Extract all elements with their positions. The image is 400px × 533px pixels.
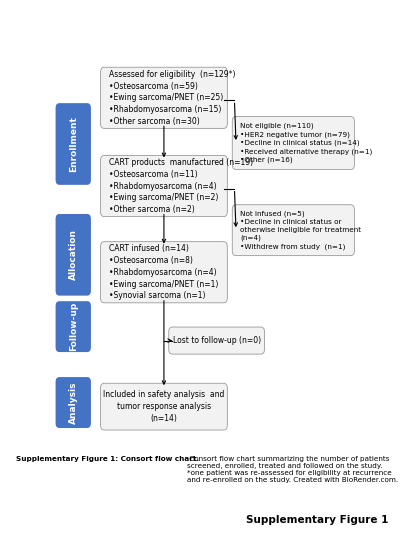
Text: Included in safety analysis  and
tumor response analysis
(n=14): Included in safety analysis and tumor re… — [103, 390, 225, 423]
FancyBboxPatch shape — [100, 383, 227, 430]
FancyBboxPatch shape — [100, 156, 227, 216]
Text: CART products  manufactured (n=19)
•Osteosarcoma (n=11)
•Rhabdomyosarcoma (n=4)
: CART products manufactured (n=19) •Osteo… — [108, 158, 253, 214]
FancyBboxPatch shape — [232, 117, 354, 169]
Text: Supplementary Figure 1: Consort flow chart.: Supplementary Figure 1: Consort flow cha… — [16, 456, 199, 462]
FancyBboxPatch shape — [56, 301, 91, 352]
Text: CART infused (n=14)
•Osteosarcoma (n=8)
•Rhabdomyosarcoma (n=4)
•Ewing sarcoma/P: CART infused (n=14) •Osteosarcoma (n=8) … — [108, 244, 218, 300]
Text: Supplementary Figure 1: Supplementary Figure 1 — [246, 515, 388, 525]
Text: Consort flow chart summarizing the number of patients screened, enrolled, treate: Consort flow chart summarizing the numbe… — [187, 456, 398, 483]
FancyBboxPatch shape — [56, 214, 91, 296]
Text: Assessed for eligibility  (n=129*)
•Osteosarcoma (n=59)
•Ewing sarcoma/PNET (n=2: Assessed for eligibility (n=129*) •Osteo… — [108, 70, 235, 126]
FancyBboxPatch shape — [56, 377, 91, 428]
Text: Allocation: Allocation — [69, 229, 78, 280]
Text: Enrollment: Enrollment — [69, 116, 78, 172]
Text: Follow-up: Follow-up — [69, 302, 78, 351]
Text: Analysis: Analysis — [69, 381, 78, 424]
FancyBboxPatch shape — [232, 205, 354, 256]
FancyBboxPatch shape — [100, 241, 227, 303]
FancyBboxPatch shape — [169, 327, 264, 354]
Text: Lost to follow-up (n=0): Lost to follow-up (n=0) — [172, 336, 261, 345]
FancyBboxPatch shape — [100, 67, 227, 128]
Text: Not eligible (n=110)
•HER2 negative tumor (n=79)
•Decline in clinical status (n=: Not eligible (n=110) •HER2 negative tumo… — [240, 123, 372, 163]
Text: Not infused (n=5)
•Decline in clinical status or
otherwise ineligible for treatm: Not infused (n=5) •Decline in clinical s… — [240, 211, 362, 250]
FancyBboxPatch shape — [56, 103, 91, 185]
